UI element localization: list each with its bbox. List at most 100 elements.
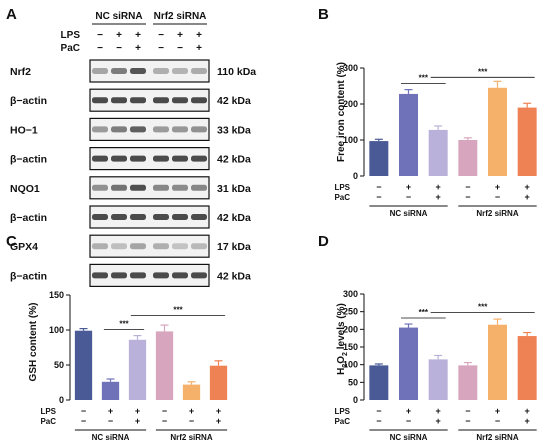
panel-b-letter: B xyxy=(318,6,329,23)
blot-frame xyxy=(89,205,210,229)
blot-protein-label: β−actin xyxy=(10,212,47,224)
chart-b-ylabel: Free iron content (%) xyxy=(336,62,347,162)
row-label-lps: LPS xyxy=(334,407,350,416)
blot-band xyxy=(130,184,146,191)
blot-band xyxy=(172,214,188,220)
bar xyxy=(155,331,174,400)
blot-row: β−actin 42 kDa xyxy=(10,205,251,229)
blot-band xyxy=(172,68,188,74)
blot-band xyxy=(153,243,169,250)
blot-row: GPX4 17 kDa xyxy=(10,234,251,258)
pac-sign: − xyxy=(465,416,470,426)
pac-sign: − xyxy=(108,416,113,426)
blot-treatment-signs: − + + − + + − − + − − + xyxy=(97,30,202,54)
blot-size-label: 42 kDa xyxy=(217,95,251,107)
chart-d-ylabel: H2O2 levels (%) xyxy=(336,303,349,375)
y-tick-label: 200 xyxy=(343,324,358,334)
bar xyxy=(488,87,507,176)
panel-a: A NC siRNA Nrf2 siRNA LPS PaC − + + − + +− − + −… xyxy=(6,6,256,287)
blot-band xyxy=(111,184,127,191)
blot-band xyxy=(130,243,146,250)
blot-row: β−actin 42 kDa xyxy=(10,147,251,171)
blot-pac-sign: + xyxy=(196,43,202,54)
pac-sign: − xyxy=(406,192,411,202)
y-tick-label: 0 xyxy=(353,171,358,181)
blot-band xyxy=(191,68,207,74)
pac-sign: − xyxy=(376,192,381,202)
y-tick-label: 100 xyxy=(343,360,358,370)
bar xyxy=(74,330,93,400)
y-tick-label: 300 xyxy=(343,63,358,73)
blot-size-label: 31 kDa xyxy=(217,183,251,195)
blot-band xyxy=(92,214,108,220)
y-tick-label: 0 xyxy=(59,395,64,405)
blot-band xyxy=(111,126,127,133)
blot-lps-sign: − xyxy=(158,30,164,41)
blot-protein-label: GPX4 xyxy=(10,241,38,253)
bar xyxy=(517,336,537,400)
blot-protein-label: NQO1 xyxy=(10,183,40,195)
blot-band xyxy=(130,68,146,74)
blot-band xyxy=(153,214,169,220)
blot-band xyxy=(191,155,207,162)
blot-row-label-lps: LPS xyxy=(61,30,81,41)
lps-sign: + xyxy=(216,406,221,416)
blot-band xyxy=(153,184,169,191)
lps-sign: + xyxy=(525,182,530,192)
blot-band xyxy=(191,126,207,133)
pac-sign: − xyxy=(495,416,500,426)
pac-sign: − xyxy=(376,416,381,426)
blot-band xyxy=(172,184,188,191)
blot-band xyxy=(92,243,108,250)
lps-sign: − xyxy=(162,406,167,416)
y-tick-label: 100 xyxy=(343,135,358,145)
bar xyxy=(399,93,418,176)
blot-group-label-nc: NC siRNA xyxy=(95,11,142,22)
blot-band xyxy=(111,97,127,104)
panel-d-letter: D xyxy=(318,233,329,250)
blot-size-label: 42 kDa xyxy=(217,154,251,166)
blot-band xyxy=(130,155,146,162)
lps-sign: + xyxy=(525,406,530,416)
blot-size-label: 110 kDa xyxy=(217,66,256,78)
lps-sign: − xyxy=(465,182,470,192)
blot-pac-sign: − xyxy=(158,43,164,54)
y-tick-label: 250 xyxy=(343,307,358,317)
bar xyxy=(182,384,201,400)
lps-sign: + xyxy=(495,406,500,416)
lps-sign: + xyxy=(189,406,194,416)
blot-group-label-nrf2: Nrf2 siRNA xyxy=(154,11,207,22)
chart-d: D H2O2 levels (%) 0 50 100 150 200 250 300 *** *… xyxy=(318,233,537,442)
blot-band xyxy=(130,97,146,104)
blot-frame xyxy=(89,117,210,142)
bar xyxy=(488,324,507,400)
lps-sign: − xyxy=(376,182,381,192)
row-label-pac: PaC xyxy=(40,417,56,426)
blot-row: β−actin 42 kDa xyxy=(10,88,251,112)
bar xyxy=(399,327,418,400)
y-tick-label: 0 xyxy=(353,395,358,405)
bar xyxy=(209,365,228,400)
pac-sign: − xyxy=(495,192,500,202)
significance-label: *** xyxy=(119,320,129,329)
blot-lps-sign: + xyxy=(135,30,141,41)
significance-label: *** xyxy=(419,74,429,83)
blot-pac-sign: + xyxy=(135,43,141,54)
blot-row: Nrf2 110 kDa xyxy=(10,59,256,83)
blot-row-label-pac: PaC xyxy=(61,43,80,54)
blot-frame xyxy=(89,147,210,171)
significance-label: *** xyxy=(478,67,488,76)
group-label: NC siRNA xyxy=(390,209,428,218)
blot-band xyxy=(92,97,108,104)
blot-frame xyxy=(89,59,210,83)
blot-band xyxy=(92,126,108,133)
y-tick-label: 300 xyxy=(343,289,358,299)
blot-frame xyxy=(89,176,210,200)
blot-size-label: 42 kDa xyxy=(217,212,251,224)
blot-band xyxy=(111,214,127,220)
blot-band xyxy=(172,97,188,104)
row-label-pac: PaC xyxy=(334,193,350,202)
blot-band xyxy=(111,68,127,74)
pac-sign: + xyxy=(525,192,530,202)
blot-band xyxy=(191,243,207,250)
